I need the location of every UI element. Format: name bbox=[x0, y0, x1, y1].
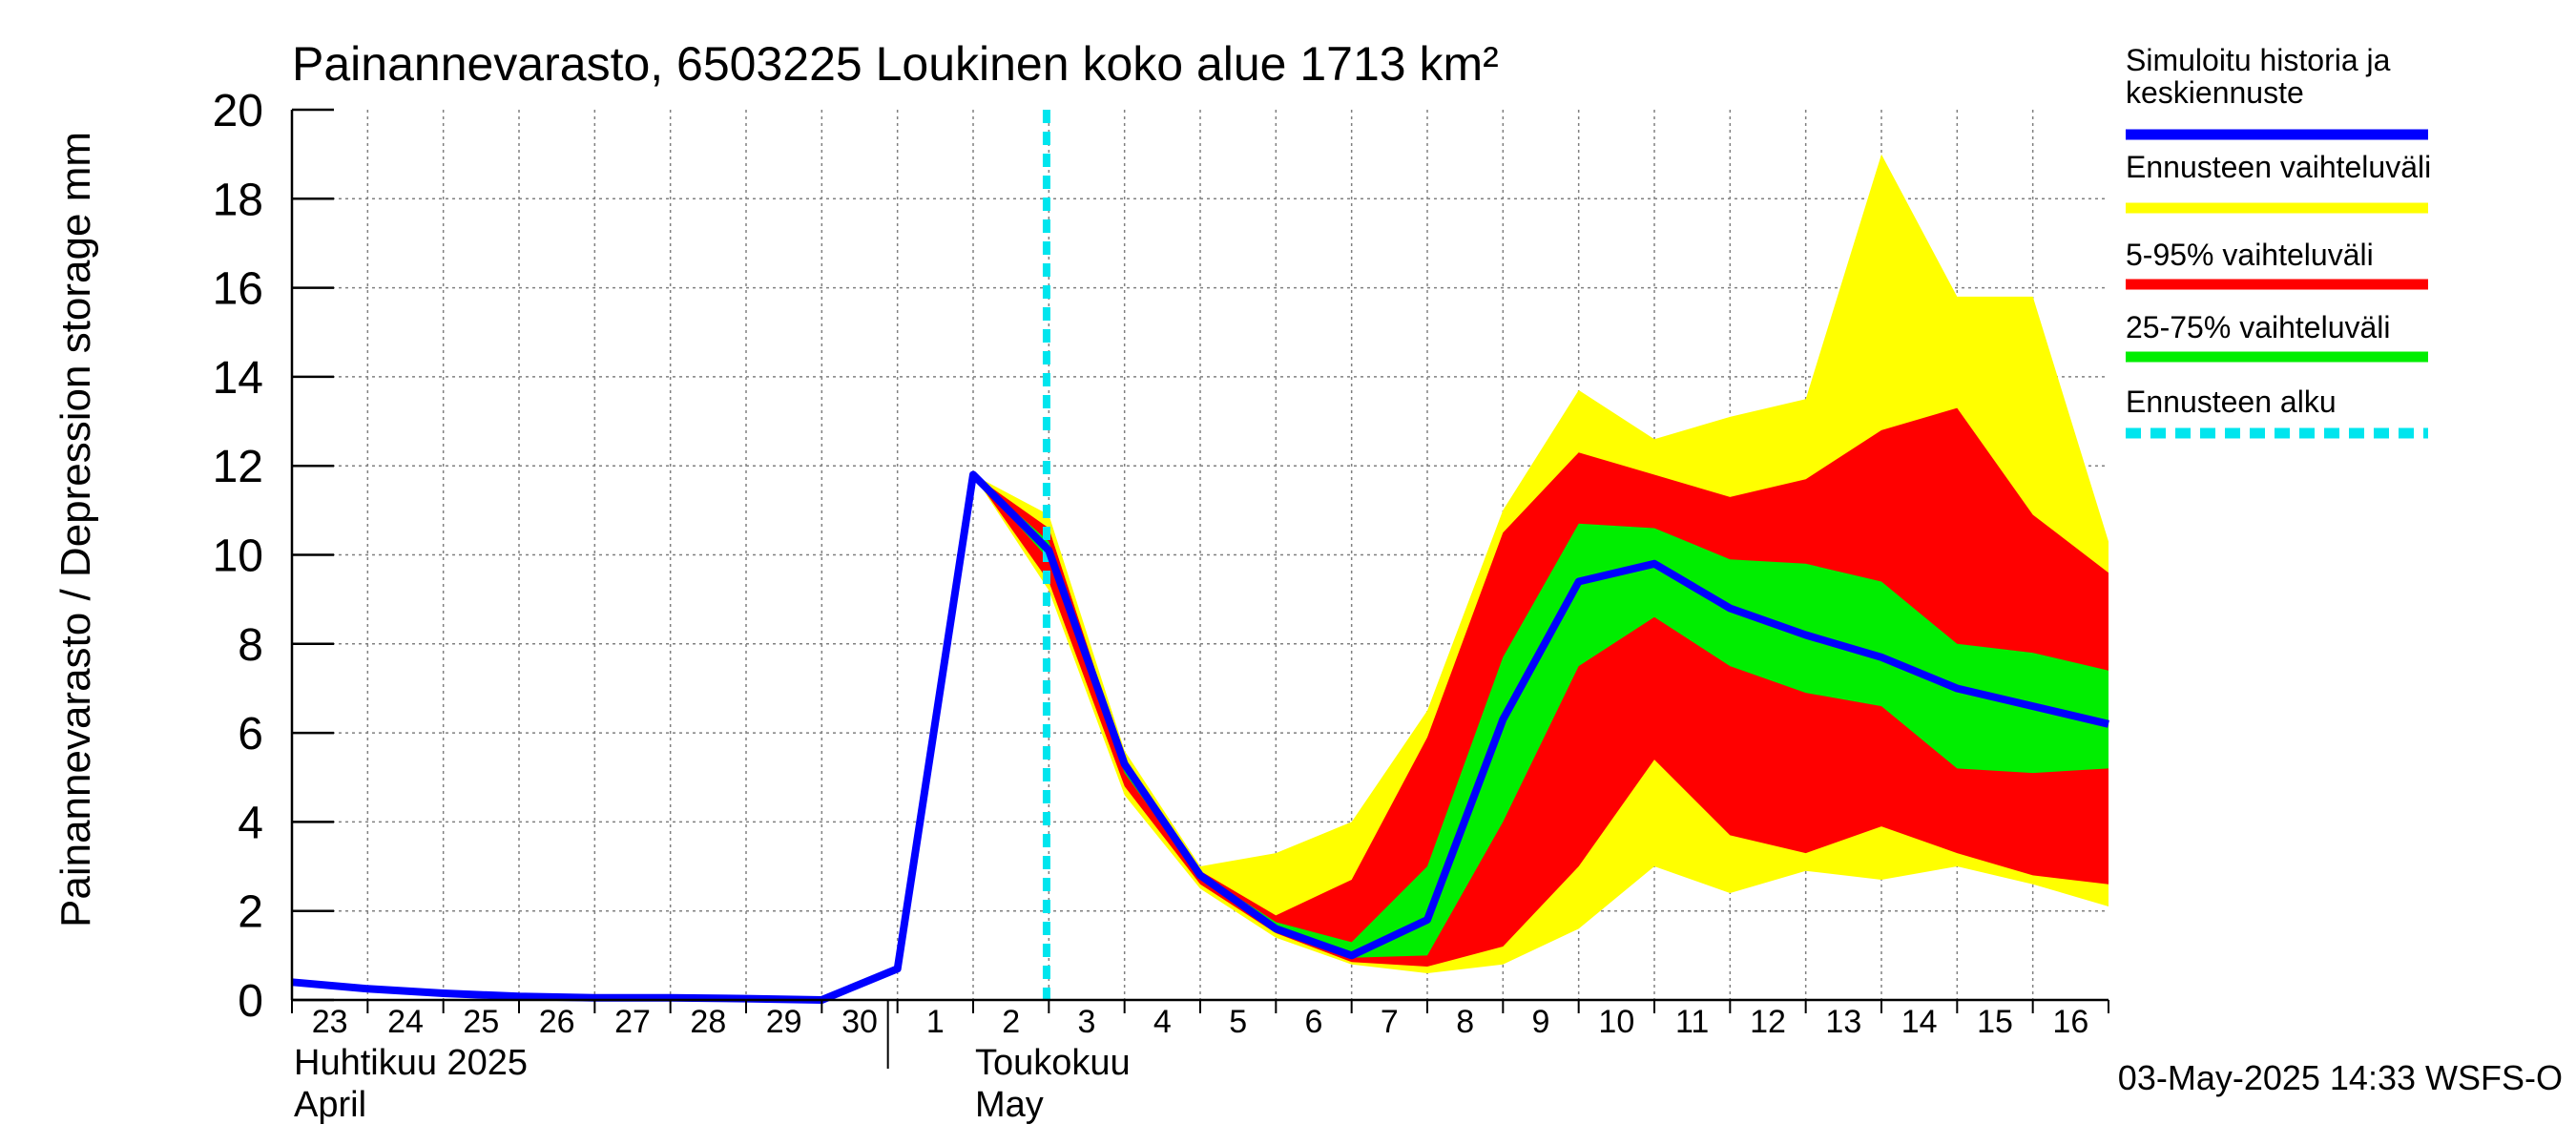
y-tick-label: 4 bbox=[238, 798, 263, 848]
month-label: Huhtikuu 2025 bbox=[294, 1043, 528, 1083]
y-tick-label: 10 bbox=[213, 531, 263, 582]
x-day-label: 13 bbox=[1825, 1004, 1861, 1040]
x-day-label: 1 bbox=[926, 1004, 945, 1040]
x-day-label: 27 bbox=[614, 1004, 651, 1040]
x-day-label: 8 bbox=[1456, 1004, 1474, 1040]
y-tick-label: 2 bbox=[238, 887, 263, 938]
y-tick-label: 12 bbox=[213, 442, 263, 492]
legend-label: 25-75% vaihteluväli bbox=[2126, 310, 2391, 344]
x-day-label: 28 bbox=[690, 1004, 726, 1040]
series-lines bbox=[291, 110, 2109, 1004]
y-tick-label: 0 bbox=[238, 976, 263, 1027]
legend-label: Ennusteen alku bbox=[2126, 385, 2337, 419]
y-tick-label: 18 bbox=[213, 175, 263, 225]
y-tick-label: 8 bbox=[238, 620, 263, 671]
x-day-label: 6 bbox=[1305, 1004, 1323, 1040]
x-day-label: 4 bbox=[1153, 1004, 1172, 1040]
legend-label: Simuloitu historia ja bbox=[2126, 43, 2391, 77]
x-day-label: 5 bbox=[1229, 1004, 1247, 1040]
forecast-bands bbox=[973, 154, 2109, 973]
legend-label: Ennusteen vaihteluväli bbox=[2126, 150, 2431, 184]
x-day-label: 24 bbox=[387, 1004, 424, 1040]
x-day-label: 7 bbox=[1381, 1004, 1399, 1040]
x-day-label: 9 bbox=[1532, 1004, 1550, 1040]
chart-title: Painannevarasto, 6503225 Loukinen koko a… bbox=[292, 37, 1499, 91]
x-day-label: 14 bbox=[1901, 1004, 1938, 1040]
y-axis-label: Painannevarasto / Depression storage mm bbox=[52, 132, 99, 927]
timestamp: 03-May-2025 14:33 WSFS-O bbox=[2118, 1058, 2563, 1097]
x-day-label: 12 bbox=[1750, 1004, 1786, 1040]
y-tick-label: 6 bbox=[238, 709, 263, 760]
y-tick-label: 14 bbox=[213, 353, 263, 404]
series-line-mean bbox=[291, 470, 2109, 1004]
x-day-label: 15 bbox=[1977, 1004, 2013, 1040]
band-25-75 bbox=[973, 474, 2109, 958]
x-day-label: 29 bbox=[766, 1004, 802, 1040]
month-label: Toukokuu bbox=[975, 1043, 1131, 1083]
month-label-en: May bbox=[975, 1085, 1044, 1125]
x-day-label: 2 bbox=[1002, 1004, 1020, 1040]
x-day-label: 3 bbox=[1078, 1004, 1096, 1040]
x-day-label: 16 bbox=[2052, 1004, 2088, 1040]
x-day-label: 10 bbox=[1598, 1004, 1634, 1040]
month-label-en: April bbox=[294, 1085, 366, 1125]
y-tick-label: 20 bbox=[213, 86, 263, 136]
legend-label: 5-95% vaihteluväli bbox=[2126, 238, 2374, 272]
x-day-label: 30 bbox=[841, 1004, 878, 1040]
x-day-label: 11 bbox=[1675, 1004, 1709, 1040]
x-day-label: 26 bbox=[539, 1004, 575, 1040]
x-day-label: 23 bbox=[312, 1004, 348, 1040]
legend-label-cont: keskiennuste bbox=[2126, 75, 2304, 110]
x-day-label: 25 bbox=[463, 1004, 499, 1040]
y-tick-label: 16 bbox=[213, 264, 263, 315]
